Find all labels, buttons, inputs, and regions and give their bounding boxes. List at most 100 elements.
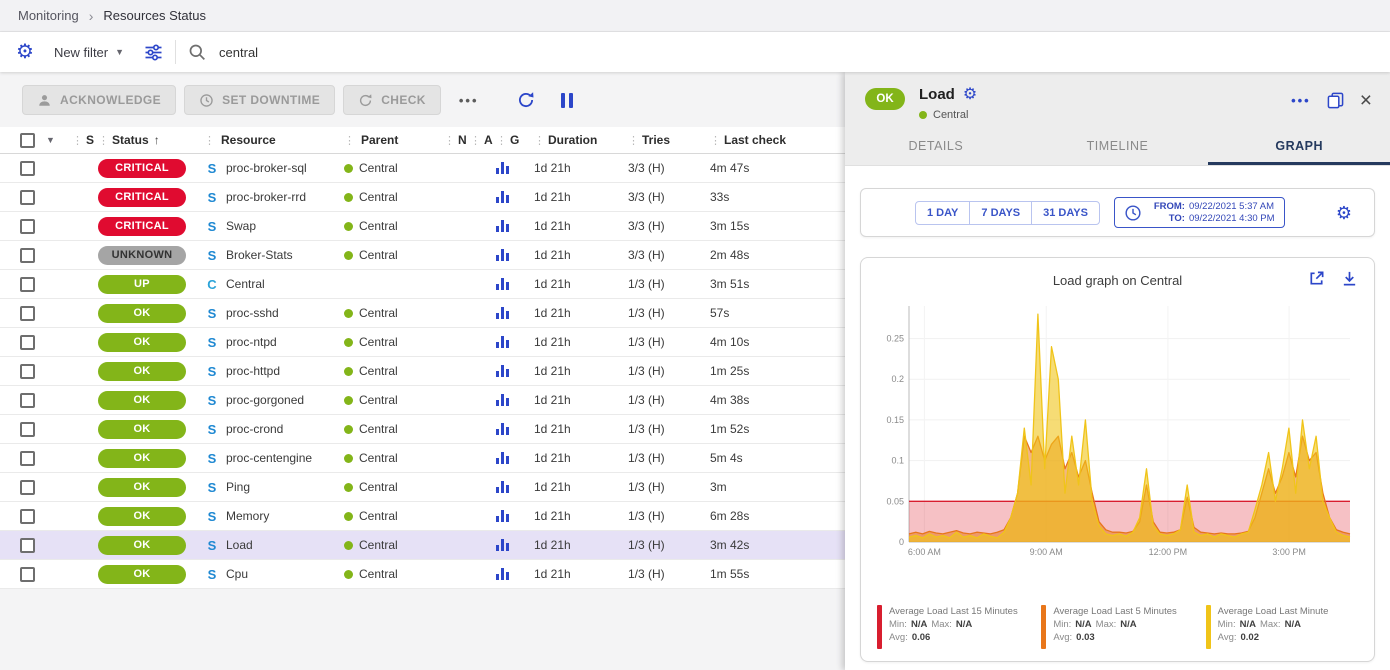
resource-name[interactable]: Ping [226, 480, 251, 494]
row-checkbox[interactable] [19, 450, 35, 466]
custom-time-period-button[interactable]: FROM: 09/22/2021 5:37 AM TO: 09/22/2021 … [1113, 197, 1285, 228]
parent-name[interactable]: Central [359, 451, 398, 465]
row-checkbox[interactable] [19, 479, 35, 495]
refresh-icon[interactable] [517, 91, 535, 109]
parent-name[interactable]: Central [359, 335, 398, 349]
resource-name[interactable]: proc-centengine [226, 451, 313, 465]
parent-name[interactable]: Central [359, 161, 398, 175]
select-all-checkbox[interactable] [19, 132, 35, 148]
tab-graph[interactable]: GRAPH [1208, 129, 1390, 165]
parent-name[interactable]: Central [359, 509, 398, 523]
column-header-last-check[interactable]: ⋮ Last check [710, 133, 818, 147]
service-settings-gear-icon[interactable]: ⚙ [962, 85, 978, 103]
row-checkbox[interactable] [19, 305, 35, 321]
set-downtime-button[interactable]: SET DOWNTIME [184, 85, 336, 115]
table-row[interactable]: OK S proc-centengine Central 1d 21h 1/3 … [0, 444, 845, 473]
sort-asc-icon[interactable]: ↑ [153, 133, 160, 147]
column-header-duration[interactable]: ⋮ Duration [534, 133, 628, 147]
more-actions-button[interactable]: ••• [458, 92, 479, 108]
tab-details[interactable]: DETAILS [908, 139, 964, 153]
breadcrumb-monitoring[interactable]: Monitoring [18, 8, 79, 23]
search-input[interactable] [219, 44, 1374, 60]
table-row[interactable]: CRITICAL S Swap Central 1d 21h 3/3 (H) 3… [0, 212, 845, 241]
resource-name[interactable]: proc-httpd [226, 364, 281, 378]
row-checkbox[interactable] [19, 566, 35, 582]
table-row[interactable]: UNKNOWN S Broker-Stats Central 1d 21h 3/… [0, 241, 845, 270]
row-checkbox[interactable] [19, 392, 35, 408]
row-checkbox[interactable] [19, 276, 35, 292]
range-7-days-button[interactable]: 7 DAYS [969, 200, 1033, 225]
table-row[interactable]: OK S Load Central 1d 21h 1/3 (H) 3m 42s [0, 531, 845, 560]
pause-icon[interactable] [560, 92, 573, 108]
resource-name[interactable]: proc-gorgoned [226, 393, 305, 407]
table-row[interactable]: OK S proc-gorgoned Central 1d 21h 1/3 (H… [0, 386, 845, 415]
graph-icon[interactable] [496, 278, 509, 290]
column-header-status[interactable]: ⋮ Status ↑ [98, 133, 204, 147]
graph-icon[interactable] [496, 162, 509, 174]
row-checkbox[interactable] [19, 508, 35, 524]
row-checkbox[interactable] [19, 247, 35, 263]
table-row[interactable]: CRITICAL S proc-broker-sql Central 1d 21… [0, 154, 845, 183]
new-filter-dropdown[interactable]: New filter ▼ [46, 40, 132, 65]
graph-icon[interactable] [496, 191, 509, 203]
table-row[interactable]: OK S proc-crond Central 1d 21h 1/3 (H) 1… [0, 415, 845, 444]
graph-icon[interactable] [496, 568, 509, 580]
graph-icon[interactable] [496, 539, 509, 551]
resource-name[interactable]: Cpu [226, 567, 249, 581]
column-header-notes[interactable]: ⋮ N [444, 133, 470, 147]
parent-name[interactable]: Central [359, 422, 398, 436]
table-row[interactable]: OK S Cpu Central 1d 21h 1/3 (H) 1m 55s [0, 560, 845, 589]
filter-tune-icon[interactable] [144, 43, 163, 62]
open-in-new-icon[interactable] [1308, 270, 1325, 287]
table-row[interactable]: OK S Ping Central 1d 21h 1/3 (H) 3m [0, 473, 845, 502]
row-checkbox[interactable] [19, 218, 35, 234]
legend-item-load-15m[interactable]: Average Load Last 15 Minutes Min: N/A Max:… [877, 605, 1029, 649]
range-31-days-button[interactable]: 31 DAYS [1031, 200, 1100, 225]
graph-icon[interactable] [496, 423, 509, 435]
table-row[interactable]: UP C Central 1d 21h 1/3 (H) 3m 51s [0, 270, 845, 299]
parent-name[interactable]: Central [359, 567, 398, 581]
graph-icon[interactable] [496, 249, 509, 261]
parent-name[interactable]: Central [359, 480, 398, 494]
parent-name[interactable]: Central [359, 364, 398, 378]
column-header-severity[interactable]: ⋮ S [72, 133, 98, 147]
column-header-parent[interactable]: ⋮ Parent [344, 133, 444, 147]
close-icon[interactable]: × [1359, 89, 1372, 112]
selection-menu-button[interactable]: ▼ [46, 135, 72, 145]
row-checkbox[interactable] [19, 421, 35, 437]
column-header-action[interactable]: ⋮ A [470, 133, 496, 147]
resource-name[interactable]: Memory [226, 509, 270, 523]
column-header-graph[interactable]: ⋮ G [496, 133, 534, 147]
column-header-resource[interactable]: ⋮ Resource [204, 133, 344, 147]
parent-name[interactable]: Central [359, 219, 398, 233]
resource-name[interactable]: Central [226, 277, 265, 291]
resource-name[interactable]: proc-broker-sql [226, 161, 307, 175]
row-checkbox[interactable] [19, 334, 35, 350]
parent-name[interactable]: Central [359, 306, 398, 320]
chart-area[interactable]: 0 0.05 0.1 0.15 0.2 0.25 6:00 AM 9:00 AM 12:00 P… [873, 296, 1362, 603]
column-header-tries[interactable]: ⋮ Tries [628, 133, 710, 147]
graph-icon[interactable] [496, 336, 509, 348]
resource-name[interactable]: proc-broker-rrd [226, 190, 307, 204]
graph-settings-gear-icon[interactable]: ⚙ [1335, 202, 1352, 223]
table-row[interactable]: OK S proc-ntpd Central 1d 21h 1/3 (H) 4m… [0, 328, 845, 357]
table-row[interactable]: CRITICAL S proc-broker-rrd Central 1d 21… [0, 183, 845, 212]
legend-item-load-5m[interactable]: Average Load Last 5 Minutes Min: N/A Max: N… [1041, 605, 1193, 649]
row-checkbox[interactable] [19, 160, 35, 176]
resource-name[interactable]: Broker-Stats [226, 248, 293, 262]
copy-link-icon[interactable] [1327, 92, 1344, 109]
resource-name[interactable]: proc-crond [226, 422, 284, 436]
parent-name[interactable]: Central [359, 538, 398, 552]
graph-icon[interactable] [496, 481, 509, 493]
graph-icon[interactable] [496, 307, 509, 319]
resource-name[interactable]: Swap [226, 219, 257, 233]
acknowledge-button[interactable]: ACKNOWLEDGE [22, 85, 177, 115]
table-row[interactable]: OK S proc-sshd Central 1d 21h 1/3 (H) 57… [0, 299, 845, 328]
resource-name[interactable]: Load [226, 538, 253, 552]
graph-icon[interactable] [496, 365, 509, 377]
row-checkbox[interactable] [19, 537, 35, 553]
tab-timeline[interactable]: TIMELINE [1086, 139, 1149, 153]
table-row[interactable]: OK S proc-httpd Central 1d 21h 1/3 (H) 1… [0, 357, 845, 386]
filter-settings-gear-icon[interactable]: ⚙ [16, 41, 34, 63]
parent-name[interactable]: Central [359, 393, 398, 407]
